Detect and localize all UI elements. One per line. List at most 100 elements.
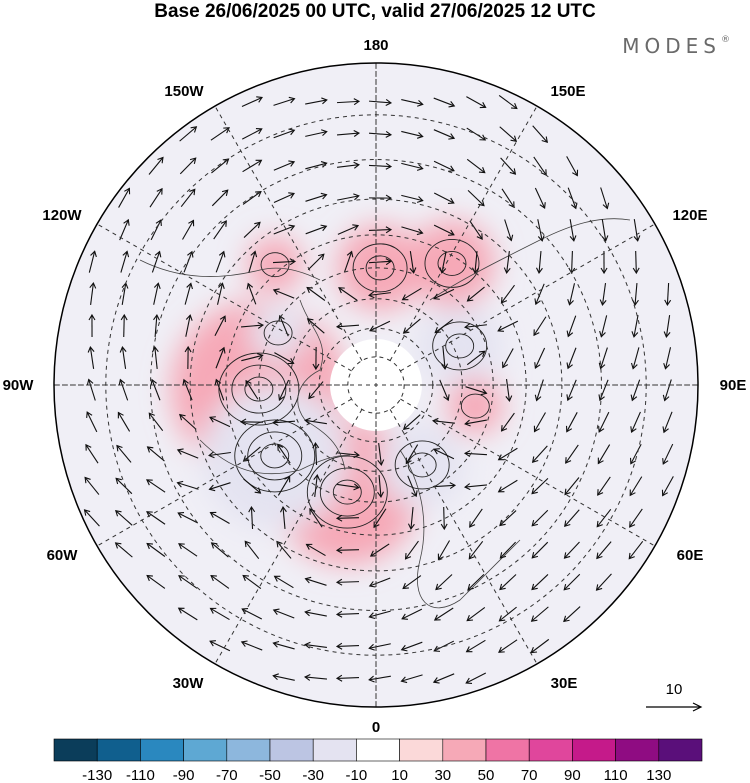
wind-vector-head: [533, 329, 540, 337]
wind-vector-head: [278, 314, 285, 322]
wind-vector-head: [479, 134, 487, 141]
colorbar-swatch: [269, 738, 314, 762]
wind-vector: [178, 575, 198, 589]
wind-vector: [597, 444, 611, 464]
colorbar-swatch: [485, 738, 530, 762]
wind-vector-head: [353, 98, 361, 106]
wind-vector: [151, 379, 161, 401]
wind-vector: [601, 283, 607, 305]
wind-vector-head: [600, 267, 608, 275]
wind-vector: [210, 607, 230, 621]
wind-vector: [209, 451, 231, 457]
wind-vector-head: [463, 450, 471, 458]
wind-vector-head: [630, 394, 638, 402]
colorbar-tick-label: -70: [216, 767, 238, 783]
colorbar-tick-label: -50: [259, 767, 281, 783]
wind-vector-head: [433, 448, 440, 455]
wind-vector-head: [531, 552, 539, 559]
wind-vector-head: [416, 196, 424, 203]
wind-vector-head: [478, 167, 486, 174]
wind-vector: [336, 677, 360, 679]
wind-vector-head: [541, 136, 549, 144]
wind-vector-head: [153, 313, 160, 321]
wind-vector: [85, 444, 99, 464]
wind-vector-head: [432, 417, 439, 425]
wind-vector-head: [210, 574, 217, 582]
wind-vector-head: [447, 197, 455, 204]
wind-vector: [89, 347, 95, 369]
wind-vector-head: [478, 350, 486, 357]
wind-vector: [409, 251, 415, 273]
wind-vector: [274, 575, 294, 589]
colorbar-swatch: [615, 738, 660, 762]
wind-vector-head: [598, 362, 606, 370]
anomaly-blob: [247, 236, 304, 293]
wind-vector-head: [312, 441, 320, 449]
wind-vector-head: [178, 575, 185, 582]
wind-vector-head: [177, 512, 185, 519]
wind-vector: [403, 414, 421, 430]
wind-vector-head: [335, 642, 343, 650]
wind-vector-head: [320, 192, 328, 200]
wind-vector: [336, 132, 360, 136]
wind-vector: [501, 188, 515, 208]
wind-vector-head: [500, 425, 508, 432]
wind-vector: [534, 187, 546, 209]
wind-vector: [151, 251, 161, 273]
wind-vector-head: [284, 475, 291, 483]
wind-vector: [213, 220, 227, 240]
wind-vector: [215, 251, 225, 273]
wind-vector: [305, 578, 327, 586]
wind-vector: [272, 260, 296, 264]
wind-vector: [216, 283, 224, 305]
wind-vector: [337, 225, 359, 235]
wind-vector-head: [276, 540, 283, 548]
wind-vector: [209, 482, 231, 490]
wind-vector-head: [531, 456, 539, 463]
wind-vector: [664, 347, 672, 369]
wind-vector-head: [448, 229, 455, 236]
wind-vector-head: [566, 394, 573, 402]
colorbar-swatch: [658, 738, 703, 762]
wind-vector-head: [353, 130, 361, 137]
wind-vector-head: [385, 258, 393, 266]
wind-vector-head: [602, 202, 610, 210]
anomaly-blob: [337, 224, 424, 311]
wind-vector: [336, 324, 360, 328]
wind-vector-head: [306, 318, 314, 325]
wind-vector: [115, 510, 133, 526]
wind-vector-head: [564, 520, 571, 528]
wind-vector-head: [304, 609, 311, 617]
wind-vector: [465, 484, 487, 488]
wind-vector-head: [86, 411, 93, 418]
wind-vector: [498, 479, 518, 493]
wind-vector-head: [272, 608, 280, 615]
wind-vector-head: [663, 362, 670, 370]
map-title: Base 26/06/2025 00 UTC, valid 27/06/2025…: [154, 1, 596, 22]
wind-vector-head: [257, 321, 265, 329]
wind-vector-head: [189, 188, 196, 196]
wind-vector: [179, 157, 197, 175]
wind-vector-head: [114, 509, 122, 517]
wind-vector-head: [385, 130, 393, 138]
wind-vector-head: [272, 288, 280, 295]
wind-vector-head: [630, 426, 637, 434]
wind-vector-head: [305, 543, 313, 550]
wind-vector-head: [464, 323, 471, 331]
wind-vector-head: [335, 610, 343, 618]
wind-vector: [433, 192, 455, 204]
wind-vector: [368, 132, 392, 136]
wind-vector: [240, 324, 264, 328]
wind-vector: [401, 130, 423, 138]
brand-mark: ®: [721, 35, 730, 45]
wind-vector-head: [218, 282, 225, 289]
wind-vector: [276, 541, 292, 559]
wind-vector: [531, 541, 549, 559]
wind-vector-head: [335, 674, 343, 682]
wind-vector-head: [304, 417, 311, 425]
wind-vector-head: [369, 325, 376, 332]
wind-vector-head: [416, 228, 424, 236]
wind-vector: [88, 379, 96, 401]
wind-vector-head: [240, 640, 248, 647]
wind-vector-head: [565, 457, 572, 464]
